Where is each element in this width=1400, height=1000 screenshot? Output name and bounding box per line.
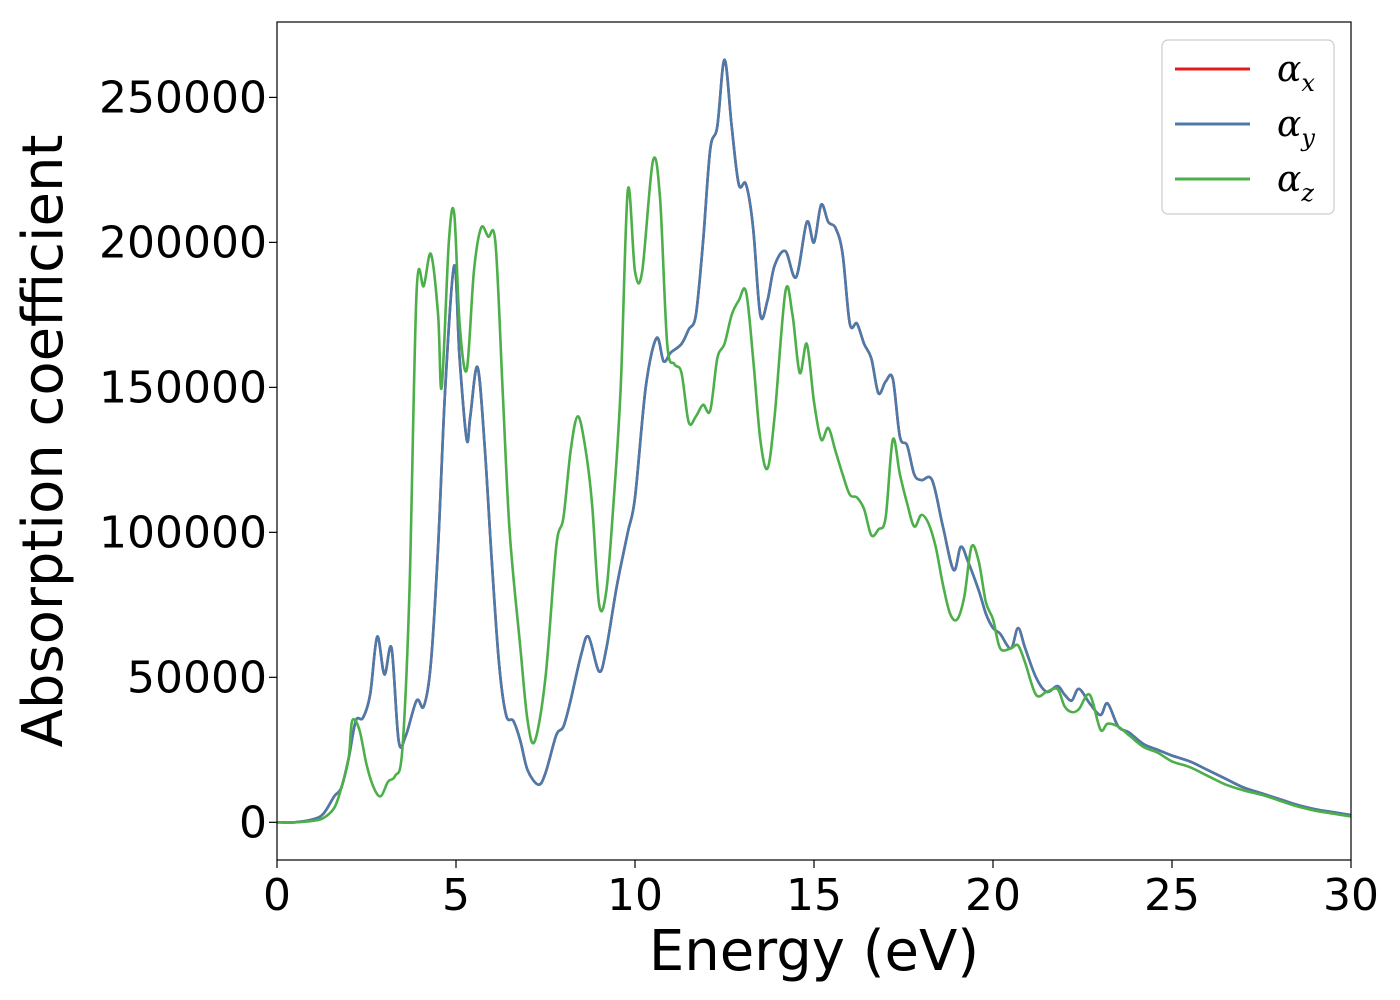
x-tick-label: 15 bbox=[786, 870, 842, 921]
y-tick-label: 100000 bbox=[99, 507, 267, 558]
x-tick-label: 30 bbox=[1323, 870, 1379, 921]
y-tick-label: 0 bbox=[239, 797, 267, 848]
y-axis-label: Absorption coefficient bbox=[11, 135, 76, 748]
x-tick-label: 5 bbox=[442, 870, 470, 921]
x-tick-label: 25 bbox=[1144, 870, 1200, 921]
series-layer bbox=[277, 58, 1351, 824]
y-tick-label: 150000 bbox=[99, 362, 267, 413]
legend-label-z: αz bbox=[1277, 159, 1314, 207]
y-tick-label: 250000 bbox=[99, 72, 267, 123]
series-line-y bbox=[277, 58, 1351, 824]
y-tick-label: 50000 bbox=[127, 652, 267, 703]
legend-box bbox=[1161, 39, 1335, 215]
legend-label-x: αx bbox=[1277, 49, 1315, 97]
y-axis-ticks: 0 50000 100000 150000 200000 250000 bbox=[99, 72, 277, 848]
x-tick-label: 0 bbox=[263, 870, 291, 921]
x-axis-ticks: 0 5 10 15 20 25 30 bbox=[263, 860, 1379, 921]
legend-label-y: αy bbox=[1277, 104, 1315, 152]
x-axis-label: Energy (eV) bbox=[649, 919, 979, 984]
y-tick-label: 200000 bbox=[99, 217, 267, 268]
legend: αx αy αz bbox=[1161, 39, 1335, 215]
x-tick-label: 10 bbox=[607, 870, 663, 921]
series-line-z bbox=[277, 156, 1351, 824]
x-tick-label: 20 bbox=[965, 870, 1021, 921]
